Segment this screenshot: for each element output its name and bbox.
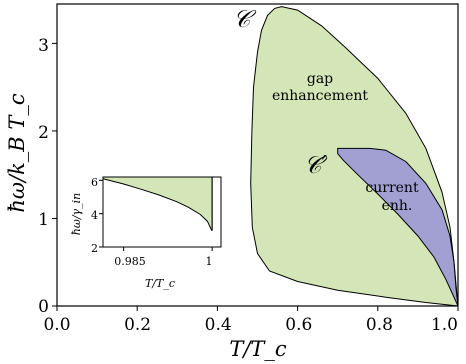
curve-label-c: 𝒞 bbox=[233, 5, 257, 33]
y-tick-label-2: 2 bbox=[38, 123, 49, 143]
inset-y-axis-label: ħω/γ_in bbox=[70, 193, 83, 235]
inset-x-tick-label-1: 1 bbox=[206, 255, 213, 268]
x-tick-label-5: 1.0 bbox=[431, 315, 458, 335]
gap-label-line-2: enhancement bbox=[272, 88, 368, 104]
main-x-ticks bbox=[56, 306, 459, 311]
main-plot: 0.0 0.2 0.4 0.6 0.8 1.0 0 1 2 3 T/T_c ħω… bbox=[5, 3, 459, 361]
inset-x-axis-label: T/T_c bbox=[145, 277, 175, 290]
y-tick-label-0: 0 bbox=[38, 297, 49, 317]
current-label-line-2: enh. bbox=[382, 198, 413, 214]
inset-plot: 0.985 1 2 4 6 T/T_c ħω/γ_in bbox=[70, 176, 222, 290]
current-label-line-1: current bbox=[365, 180, 419, 196]
inset-region bbox=[102, 176, 213, 231]
x-tick-label-2: 0.4 bbox=[205, 315, 232, 335]
x-tick-label-0: 0.0 bbox=[43, 315, 70, 335]
main-y-ticks bbox=[52, 42, 57, 307]
x-axis-label: T/T_c bbox=[229, 337, 287, 361]
x-tick-label-3: 0.6 bbox=[285, 315, 312, 335]
x-tick-label-1: 0.2 bbox=[124, 315, 151, 335]
y-tick-label-3: 3 bbox=[38, 36, 49, 56]
main-axes-frame bbox=[56, 3, 459, 307]
inset-x-tick-label-0: 0.985 bbox=[114, 255, 146, 268]
y-tick-label-1: 1 bbox=[38, 210, 49, 230]
inset-y-tick-label-1: 4 bbox=[91, 209, 98, 222]
gap-label-line-1: gap bbox=[307, 71, 333, 87]
inset-axes-frame bbox=[102, 176, 222, 248]
inset-x-ticks bbox=[123, 247, 213, 251]
y-axis-label: ħω/k_B T_c bbox=[5, 93, 29, 213]
inset-y-tick-label-2: 6 bbox=[91, 176, 98, 189]
inset-y-tick-label-0: 2 bbox=[91, 242, 98, 255]
current-enhancement-region bbox=[337, 147, 459, 307]
inset-y-ticks bbox=[99, 179, 103, 248]
curve-label-c-prime: 𝒞′ bbox=[304, 151, 328, 179]
x-tick-label-4: 0.8 bbox=[366, 315, 393, 335]
